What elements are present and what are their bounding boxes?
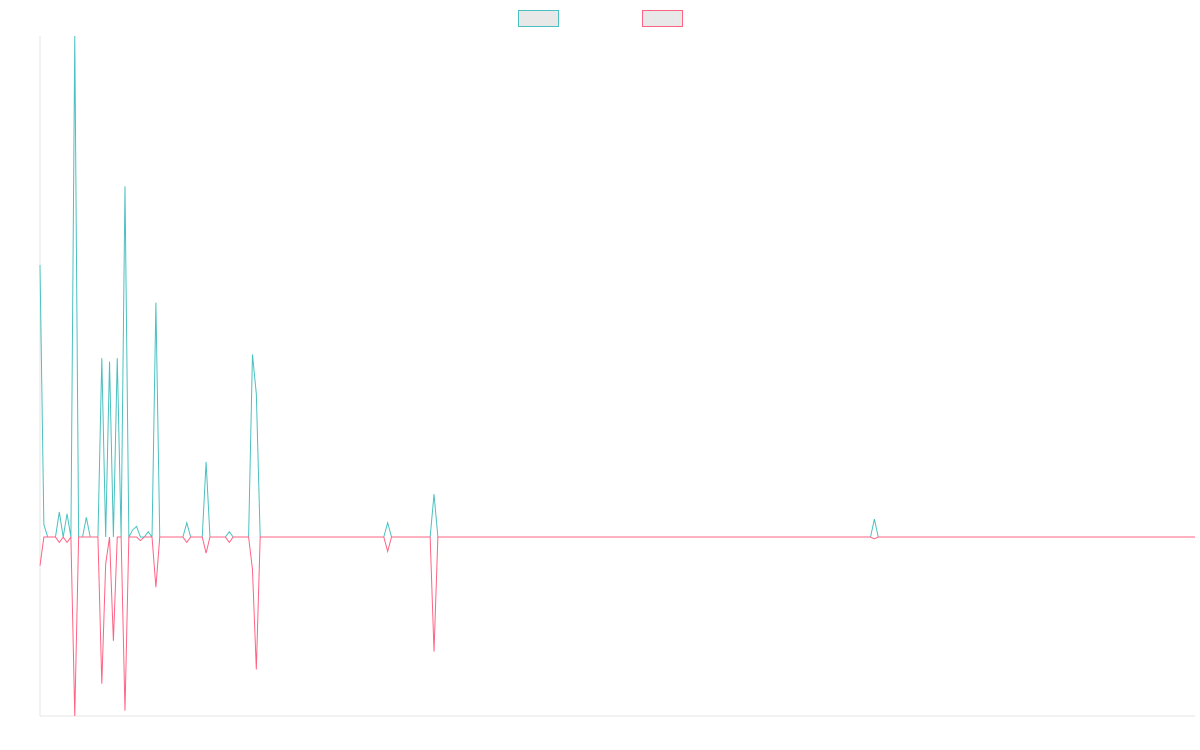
series-line-1 bbox=[39, 35, 1195, 539]
legend bbox=[518, 10, 683, 27]
legend-item-2[interactable] bbox=[642, 10, 683, 27]
legend-item-1[interactable] bbox=[518, 10, 559, 27]
series-line-2 bbox=[39, 535, 1195, 717]
legend-swatch-1[interactable] bbox=[518, 10, 559, 27]
series-layer bbox=[39, 35, 1195, 717]
legend-swatch-2[interactable] bbox=[642, 10, 683, 27]
axes bbox=[39, 36, 1195, 717]
